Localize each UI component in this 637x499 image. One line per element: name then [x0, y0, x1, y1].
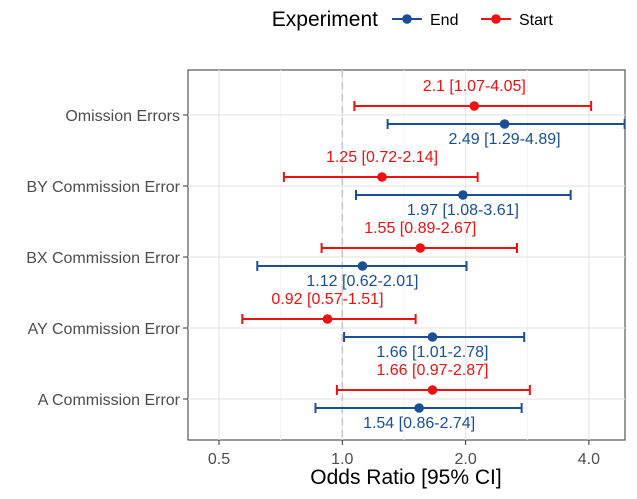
legend-title: Experiment [272, 8, 378, 31]
point-start-by-commission-error [377, 172, 387, 182]
legend-item-start: Start [481, 12, 553, 29]
y-tick-label-a-commission-error: A Commission Error [38, 392, 181, 409]
point-end-a-commission-error [414, 403, 424, 413]
data-label-start-bx-commission-error: 1.55 [0.89-2.67] [364, 220, 476, 237]
data-label-start-by-commission-error: 1.25 [0.72-2.14] [326, 149, 438, 166]
point-end-by-commission-error [458, 190, 468, 200]
series-start: 2.1 [1.07-4.05] 1.25 [0.72-2.14] 1.55 [0.8… [241, 78, 593, 395]
data-label-end-ay-commission-error: 1.66 [1.01-2.78] [376, 344, 488, 361]
point-end-ay-commission-error [427, 332, 438, 342]
point-start-bx-commission-error [415, 243, 426, 253]
y-tick-label-by-commission-error: BY Commission Error [26, 179, 180, 196]
legend-key-point [402, 14, 412, 24]
series-end: 2.49 [1.29-4.89] 1.97 [1.08-3.61] 1.12 [0.… [256, 119, 626, 432]
x-tick-label: 0.5 [208, 451, 230, 468]
point-start-ay-commission-error [322, 314, 333, 324]
legend-key-point [491, 14, 501, 24]
data-label-end-a-commission-error: 1.54 [0.86-2.74] [363, 415, 475, 432]
x-axis-title: Odds Ratio [95% CI] [310, 466, 501, 489]
x-tick-label: 1.0 [331, 451, 353, 468]
legend-label-end: End [430, 12, 458, 29]
legend-item-end: End [392, 12, 458, 29]
point-start-omission-errors [469, 101, 480, 111]
data-label-start-omission-errors: 2.1 [1.07-4.05] [423, 78, 526, 95]
y-tick-label-ay-commission-error: AY Commission Error [28, 321, 181, 338]
y-tick-label-omission-errors: Omission Errors [65, 108, 180, 125]
data-label-start-a-commission-error: 1.66 [0.97-2.87] [376, 362, 488, 379]
data-label-end-bx-commission-error: 1.12 [0.62-2.01] [306, 273, 418, 290]
x-tick-label: 2.0 [454, 451, 476, 468]
grid-layer [188, 70, 625, 440]
legend-label-start: Start [519, 12, 553, 29]
legend: Experiment End Start [272, 8, 554, 31]
point-end-bx-commission-error [357, 261, 368, 271]
point-start-a-commission-error [427, 385, 438, 395]
data-label-end-by-commission-error: 1.97 [1.08-3.61] [407, 202, 519, 219]
plot-panel [187, 69, 626, 441]
series-layer: 2.1 [1.07-4.05] 1.25 [0.72-2.14] 1.55 [0.8… [241, 78, 626, 432]
y-tick-label-bx-commission-error: BX Commission Error [26, 250, 180, 267]
x-tick-label: 4.0 [578, 451, 600, 468]
axis-layer: 0.5 1.0 2.0 4.0 Omission Errors BY Commission… [26, 108, 600, 468]
data-label-end-omission-errors: 2.49 [1.29-4.89] [449, 131, 561, 148]
legend-items: End Start [392, 12, 553, 29]
data-label-start-ay-commission-error: 0.92 [0.57-1.51] [271, 291, 383, 308]
point-end-omission-errors [499, 119, 510, 129]
